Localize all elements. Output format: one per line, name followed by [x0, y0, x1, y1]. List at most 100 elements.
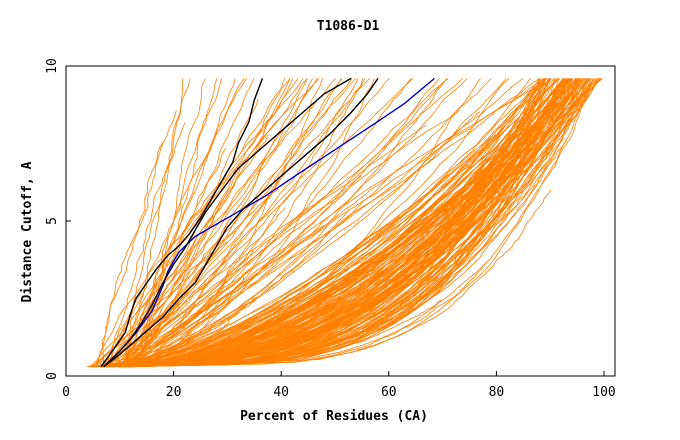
model-curve: [131, 78, 591, 368]
model-curve: [111, 243, 237, 368]
model-curve: [122, 78, 286, 367]
model-curve: [97, 78, 577, 368]
model-curve: [90, 124, 427, 368]
model-curve: [125, 78, 245, 367]
model-curve: [106, 78, 547, 368]
model-curve: [110, 78, 291, 367]
model-curve: [102, 141, 164, 367]
y-tick-label: 0: [45, 372, 60, 380]
model-curve: [94, 78, 320, 367]
model-curve: [109, 78, 580, 368]
model-curve: [139, 140, 567, 368]
model-curve: [128, 78, 547, 368]
model-curve: [128, 78, 412, 367]
model-curve: [106, 87, 585, 368]
model-curve: [105, 78, 565, 368]
x-tick-label: 0: [62, 385, 70, 400]
model-curve: [129, 111, 481, 368]
chart-title: T1086-D1: [317, 19, 380, 34]
model-curve: [125, 78, 357, 367]
model-curve: [131, 78, 561, 368]
model-curve: [99, 78, 544, 368]
model-curve: [90, 78, 569, 368]
model-curve: [94, 110, 177, 367]
model-curve: [125, 78, 184, 367]
model-curve: [99, 299, 442, 368]
x-axis-ticks: 0 20 40 60 80 100: [62, 371, 616, 400]
y-tick-label: 5: [45, 217, 60, 225]
model-curve: [124, 78, 191, 367]
model-curve: [109, 78, 568, 368]
model-curve: [121, 78, 548, 367]
model-curve: [137, 78, 343, 368]
model-curve: [113, 78, 414, 368]
model-curve: [130, 189, 552, 368]
model-curve: [99, 140, 532, 368]
model-curve: [120, 78, 594, 368]
model-curve: [108, 173, 450, 368]
model-curve: [96, 78, 569, 368]
model-curve: [97, 78, 448, 368]
model-curve: [121, 78, 584, 368]
model-curve: [97, 78, 598, 368]
model-curve: [120, 134, 268, 367]
model-curve: [138, 78, 559, 368]
model-curve: [121, 78, 569, 368]
highlight-curve-3: [103, 77, 352, 368]
x-tick-label: 20: [166, 385, 182, 400]
model-curve: [131, 78, 541, 368]
model-curve: [137, 175, 362, 367]
x-tick-label: 40: [273, 385, 289, 400]
model-curve: [132, 138, 565, 368]
x-tick-label: 60: [381, 385, 397, 400]
model-curve: [132, 78, 565, 368]
model-curve: [120, 78, 492, 368]
model-curve: [117, 78, 570, 368]
x-axis-label: Percent of Residues (CA): [240, 409, 428, 424]
model-curve: [123, 78, 218, 367]
model-curve: [111, 78, 248, 367]
highlight-model-curves: [100, 77, 435, 368]
model-curve: [107, 78, 551, 368]
model-curve: [137, 78, 206, 367]
model-curve: [98, 78, 549, 368]
y-tick-label: 10: [45, 58, 60, 74]
model-curve: [94, 78, 590, 368]
highlight-curve-1: [103, 77, 435, 368]
model-curve: [87, 209, 350, 368]
model-curve: [109, 78, 448, 368]
model-curve: [122, 263, 486, 368]
model-curve: [129, 132, 526, 368]
model-curve: [106, 207, 461, 368]
background-model-curves: [87, 78, 603, 368]
model-curve: [119, 78, 370, 367]
model-curve: [111, 78, 558, 368]
model-curve: [104, 267, 375, 368]
model-curve: [138, 78, 601, 368]
model-curve: [99, 78, 569, 368]
model-curve: [142, 78, 595, 368]
y-axis-label: Distance Cutoff, A: [20, 161, 35, 302]
model-curve: [106, 78, 580, 368]
model-curve: [110, 78, 586, 368]
model-curve: [100, 78, 390, 368]
highlight-curve-4: [103, 78, 379, 368]
model-curve: [90, 78, 449, 368]
model-curve: [89, 147, 486, 368]
model-curve: [111, 135, 543, 368]
model-curve: [124, 307, 298, 368]
model-curve: [120, 261, 387, 368]
highlight-curve-2: [100, 78, 264, 368]
model-curve: [111, 78, 463, 368]
model-curve: [128, 178, 516, 368]
y-axis-ticks: 0 5 10: [45, 58, 71, 380]
model-curve: [129, 123, 508, 368]
model-curve: [120, 78, 545, 368]
x-tick-label: 100: [592, 385, 615, 400]
model-curve: [130, 78, 336, 367]
model-curve: [134, 78, 555, 368]
model-curve: [119, 78, 359, 368]
model-curve: [111, 289, 432, 368]
x-tick-label: 80: [489, 385, 505, 400]
